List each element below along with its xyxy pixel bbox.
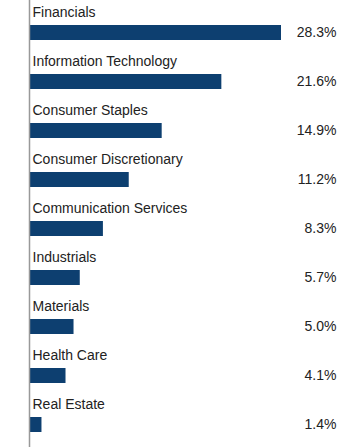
- svg-text:Real Estate: Real Estate: [33, 396, 106, 412]
- svg-text:21.6%: 21.6%: [297, 73, 337, 89]
- svg-text:Industrials: Industrials: [33, 249, 97, 265]
- svg-text:Consumer Staples: Consumer Staples: [33, 102, 148, 118]
- svg-text:11.2%: 11.2%: [298, 171, 337, 187]
- svg-text:4.1%: 4.1%: [305, 367, 337, 383]
- svg-text:Financials: Financials: [33, 4, 96, 20]
- svg-text:Information Technology: Information Technology: [33, 53, 178, 69]
- svg-text:28.3%: 28.3%: [297, 24, 337, 40]
- svg-text:Health Care: Health Care: [33, 347, 108, 363]
- svg-text:5.0%: 5.0%: [305, 318, 337, 334]
- svg-text:Communication Services: Communication Services: [33, 200, 188, 216]
- svg-text:14.9%: 14.9%: [297, 122, 337, 138]
- svg-text:5.7%: 5.7%: [305, 269, 337, 285]
- svg-text:8.3%: 8.3%: [305, 220, 337, 236]
- svg-text:Materials: Materials: [33, 298, 90, 314]
- svg-text:1.4%: 1.4%: [305, 416, 337, 432]
- svg-text:Consumer Discretionary: Consumer Discretionary: [33, 151, 183, 167]
